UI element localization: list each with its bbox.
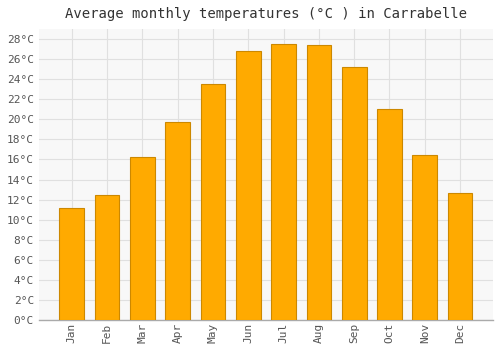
Bar — [342, 67, 366, 320]
Bar — [236, 51, 260, 320]
Title: Average monthly temperatures (°C ) in Carrabelle: Average monthly temperatures (°C ) in Ca… — [65, 7, 467, 21]
Bar — [448, 193, 472, 320]
Bar — [94, 195, 120, 320]
Bar — [200, 84, 226, 320]
Bar — [130, 158, 155, 320]
Bar — [60, 208, 84, 320]
Bar — [412, 155, 437, 320]
Bar — [166, 122, 190, 320]
Bar — [271, 44, 296, 320]
Bar — [306, 45, 331, 320]
Bar — [377, 109, 402, 320]
